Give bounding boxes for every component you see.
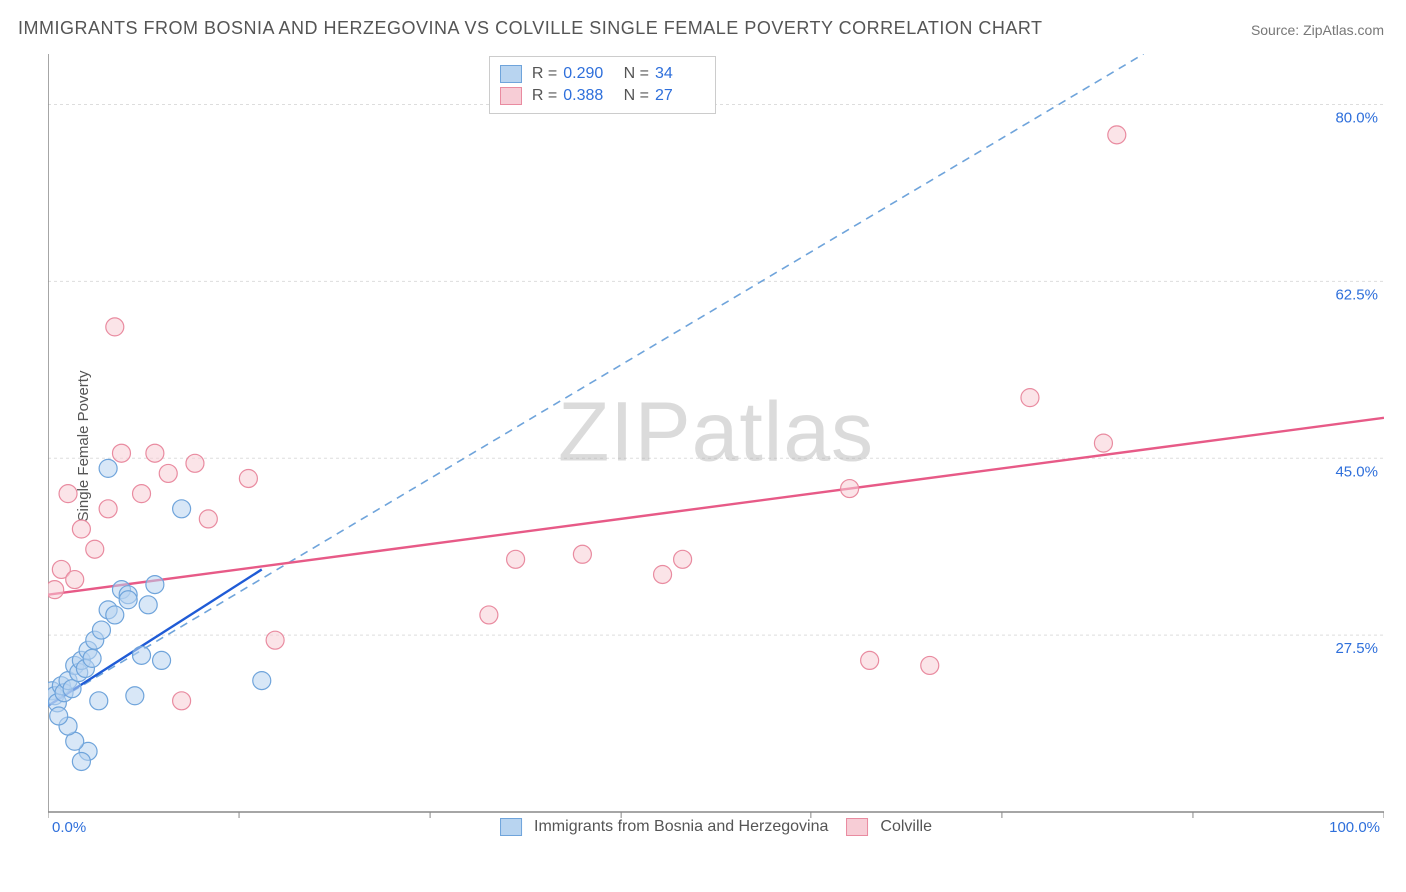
swatch-icon — [500, 87, 522, 105]
legend-r-label: R = — [532, 65, 557, 83]
legend-item-colville: Colville — [846, 818, 932, 836]
legend-n-label: N = — [619, 65, 649, 83]
legend-n-value: 27 — [655, 87, 705, 105]
svg-text:80.0%: 80.0% — [1335, 110, 1378, 127]
x-axis-min-label: 0.0% — [52, 819, 86, 836]
svg-text:27.5%: 27.5% — [1335, 640, 1378, 657]
swatch-icon — [500, 65, 522, 83]
chart-title: IMMIGRANTS FROM BOSNIA AND HERZEGOVINA V… — [18, 18, 1043, 39]
legend-item-label: Immigrants from Bosnia and Herzegovina — [534, 818, 828, 836]
legend-n-label: N = — [619, 87, 649, 105]
swatch-icon — [500, 818, 522, 836]
legend-r-value: 0.388 — [563, 87, 613, 105]
legend-row-colville: R = 0.388 N = 27 — [500, 85, 705, 107]
legend-row-bosnia: R = 0.290 N = 34 — [500, 63, 705, 85]
legend-correlation: R = 0.290 N = 34 R = 0.388 N = 27 — [489, 56, 716, 114]
legend-r-value: 0.290 — [563, 65, 613, 83]
legend-item-bosnia: Immigrants from Bosnia and Herzegovina — [500, 818, 828, 836]
legend-item-label: Colville — [880, 818, 932, 836]
chart-plot: 27.5%45.0%62.5%80.0% ZIPatlas R =0.290 N… — [48, 54, 1384, 842]
legend-series: Immigrants from Bosnia and Herzegovina Co… — [500, 818, 932, 836]
legend-n-value: 34 — [655, 65, 705, 83]
legend-r-label: R = — [532, 87, 557, 105]
svg-text:45.0%: 45.0% — [1335, 463, 1378, 480]
chart-svg: 27.5% 45.0% 62.5% 80.0% — [48, 54, 1384, 842]
swatch-icon — [846, 818, 868, 836]
x-axis-max-label: 100.0% — [1329, 819, 1380, 836]
source-text: Source: ZipAtlas.com — [1251, 22, 1384, 38]
svg-text:62.5%: 62.5% — [1335, 286, 1378, 303]
